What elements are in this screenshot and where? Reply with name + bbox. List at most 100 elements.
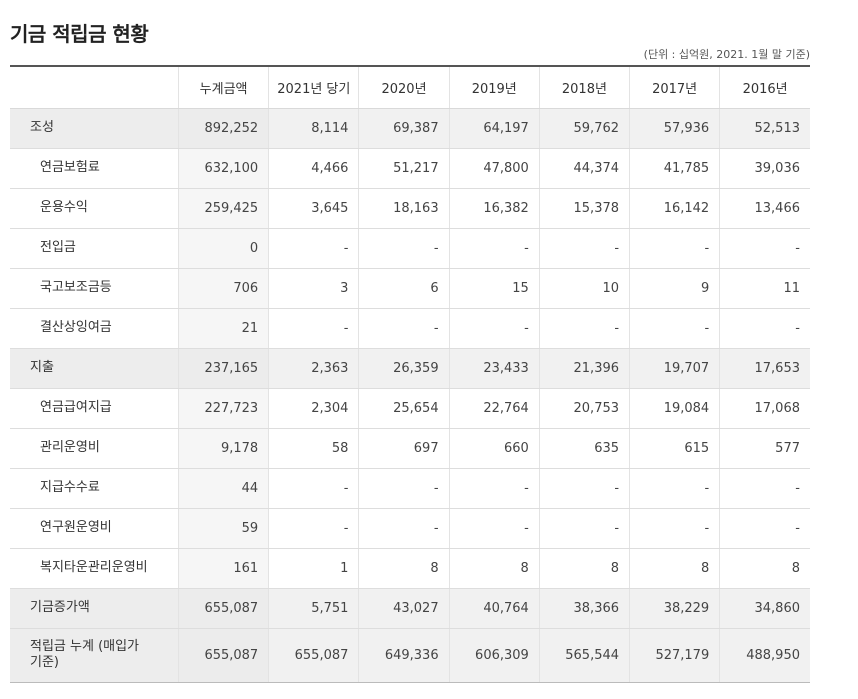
table-cell: 6 bbox=[358, 268, 450, 309]
row-label: 연구원운영비 bbox=[10, 508, 179, 549]
table-cell: 64,197 bbox=[448, 108, 540, 149]
table-cell: 237,165 bbox=[177, 348, 269, 389]
table-body: 조성 892,252 8,114 69,387 64,197 59,762 57,936 52… bbox=[10, 108, 810, 683]
table-cell: - bbox=[448, 508, 540, 549]
row-label-text: 연금보험료 bbox=[40, 160, 100, 175]
table-row: 결산상잉여금 21- - - - - - bbox=[10, 308, 810, 349]
table-cell: 47,800 bbox=[448, 148, 540, 189]
table-cell: 565,544 bbox=[538, 628, 630, 683]
table-cell: - bbox=[719, 508, 810, 549]
table-cell: - bbox=[358, 228, 450, 269]
table-cell: 697 bbox=[358, 428, 450, 469]
table-cell: 5,751 bbox=[268, 588, 359, 629]
table-cell: 10 bbox=[538, 268, 630, 309]
table-cell: 4,466 bbox=[268, 148, 359, 189]
table-cell: 25,654 bbox=[358, 388, 450, 429]
row-label: 연금급여지급 bbox=[10, 388, 179, 429]
table-cell: 38,229 bbox=[629, 588, 720, 629]
table-row: 조성 892,252 8,114 69,387 64,197 59,762 57,936 52… bbox=[10, 108, 810, 149]
row-label-text: 조성 bbox=[30, 120, 54, 135]
row-label-text: 운용수익 bbox=[40, 200, 88, 215]
row-label: 국고보조금등 bbox=[10, 268, 179, 309]
table-cell: 1 bbox=[268, 548, 359, 589]
table-row: 연금보험료 632,100 4,466 51,217 47,800 44,374 41,78… bbox=[10, 148, 810, 189]
table-cell: 18,163 bbox=[358, 188, 450, 229]
table-cell: 8 bbox=[719, 548, 810, 589]
table-row: 연금급여지급 227,723 2,304 25,654 22,764 20,753 19,0… bbox=[10, 388, 810, 429]
table-cell: 15 bbox=[448, 268, 540, 309]
header-2016: 2016년 bbox=[719, 65, 810, 109]
table-row: 운용수익 259,425 3,645 18,163 16,382 15,378 16,142… bbox=[10, 188, 810, 229]
table-cell: 40,764 bbox=[448, 588, 540, 629]
row-label-text: 결산상잉여금 bbox=[40, 320, 112, 335]
table-cell: 655,087 bbox=[177, 628, 269, 683]
row-label: 결산상잉여금 bbox=[10, 308, 179, 349]
page-title: 기금 적립금 현황 bbox=[10, 22, 149, 46]
table-cell: - bbox=[538, 468, 630, 509]
table-cell: - bbox=[629, 308, 720, 349]
row-label-text: 국고보조금등 bbox=[40, 280, 112, 295]
table-cell: 52,513 bbox=[719, 108, 810, 149]
table-cell: 19,084 bbox=[629, 388, 720, 429]
table-cell: 16,142 bbox=[629, 188, 720, 229]
table-cell: 706 bbox=[177, 268, 269, 309]
table-cell: 44,374 bbox=[538, 148, 630, 189]
table-cell: - bbox=[358, 468, 450, 509]
header-2020: 2020년 bbox=[358, 65, 450, 109]
table-cell: - bbox=[538, 508, 630, 549]
table-cell: - bbox=[538, 228, 630, 269]
table-cell: - bbox=[448, 468, 540, 509]
table-cell: 44 bbox=[177, 468, 269, 509]
unit-note: (단위 : 십억원, 2021. 1월 말 기준) bbox=[643, 48, 810, 61]
row-label: 연금보험료 bbox=[10, 148, 179, 189]
table-row: 적립금 누계 (매입가 기준) 655,087 655,087 649,336 606,… bbox=[10, 628, 810, 683]
table-cell: 21,396 bbox=[538, 348, 630, 389]
table-cell: 15,378 bbox=[538, 188, 630, 229]
row-label: 운용수익 bbox=[10, 188, 179, 229]
table-cell: 635 bbox=[538, 428, 630, 469]
row-label-text: 기금증가액 bbox=[30, 600, 90, 615]
row-label: 기금증가액 bbox=[10, 588, 179, 629]
table-cell: 17,653 bbox=[719, 348, 810, 389]
table-cell: 2,304 bbox=[268, 388, 359, 429]
table-cell: - bbox=[538, 308, 630, 349]
table-cell: 8 bbox=[358, 548, 450, 589]
row-label-text: 관리운영비 bbox=[40, 440, 100, 455]
header-2018: 2018년 bbox=[538, 65, 630, 109]
table-cell: 8 bbox=[448, 548, 540, 589]
table-cell: 59,762 bbox=[538, 108, 630, 149]
table-cell: 11 bbox=[719, 268, 810, 309]
table-row: 관리운영비 9,178 58 697 660 635 615 577 bbox=[10, 428, 810, 469]
table-cell: 606,309 bbox=[448, 628, 540, 683]
fund-reserve-table: 누계금액 2021년 당기 2020년 2019년 2018년 2017년 20… bbox=[10, 65, 810, 683]
table-cell: - bbox=[448, 228, 540, 269]
table-cell: - bbox=[268, 468, 359, 509]
table-cell: - bbox=[719, 308, 810, 349]
table-row: 국고보조금등 706 3 6 15 10 9 11 bbox=[10, 268, 810, 309]
table-cell: 43,027 bbox=[358, 588, 450, 629]
table-cell: - bbox=[268, 228, 359, 269]
table-cell: 161 bbox=[177, 548, 269, 589]
row-label: 관리운영비 bbox=[10, 428, 179, 469]
row-label-text: 복지타운관리운영비 bbox=[40, 560, 148, 575]
row-label: 지출 bbox=[10, 348, 179, 389]
table-cell: 632,100 bbox=[177, 148, 269, 189]
header-cumulative: 누계금액 bbox=[177, 65, 269, 109]
row-label-text: 연구원운영비 bbox=[40, 520, 112, 535]
table-cell: 69,387 bbox=[358, 108, 450, 149]
table-cell: - bbox=[629, 468, 720, 509]
table-cell: 34,860 bbox=[719, 588, 810, 629]
table-cell: - bbox=[448, 308, 540, 349]
table-cell: - bbox=[358, 308, 450, 349]
row-label-text: 지급수수료 bbox=[40, 480, 100, 495]
table-cell: 259,425 bbox=[177, 188, 269, 229]
table-cell: 9,178 bbox=[177, 428, 269, 469]
table-cell: 17,068 bbox=[719, 388, 810, 429]
table-cell: 649,336 bbox=[358, 628, 450, 683]
table-cell: 16,382 bbox=[448, 188, 540, 229]
header-corner bbox=[10, 65, 179, 109]
table-cell: - bbox=[629, 508, 720, 549]
table-cell: 3 bbox=[268, 268, 359, 309]
table-cell: 527,179 bbox=[629, 628, 720, 683]
row-label-text: 전입금 bbox=[40, 240, 76, 255]
